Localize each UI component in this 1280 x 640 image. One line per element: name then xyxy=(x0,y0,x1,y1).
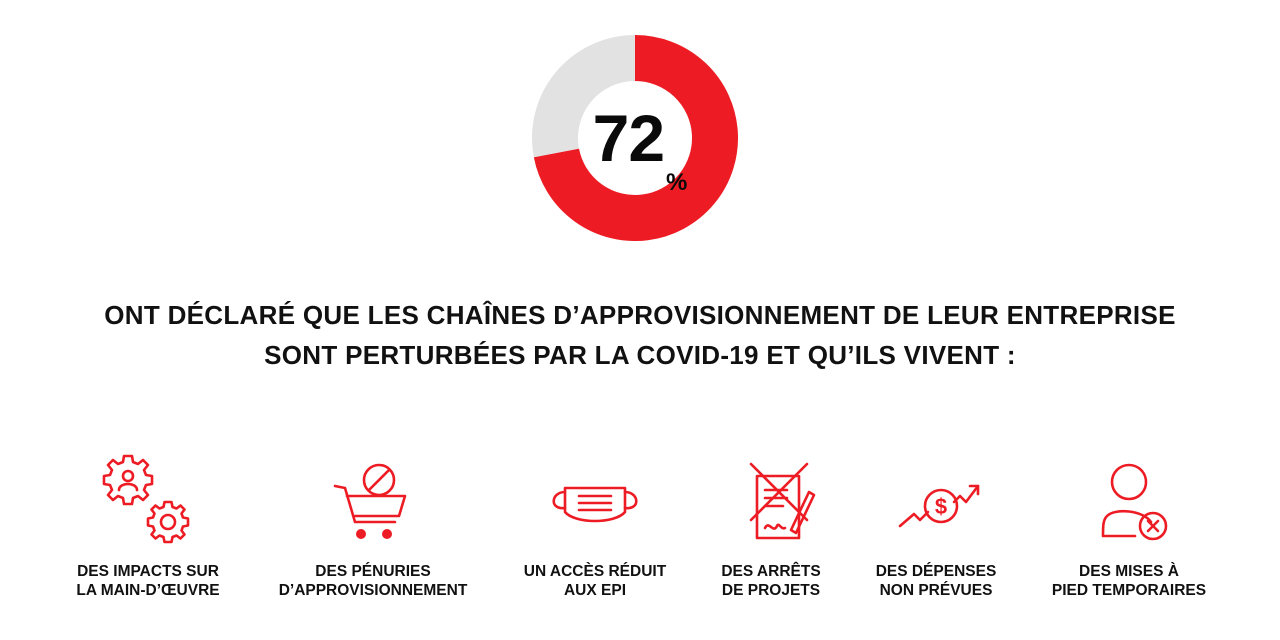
impact-label: DES IMPACTS SUR LA MAIN-D’ŒUVRE xyxy=(43,562,253,600)
donut-center-label: 72 % xyxy=(532,35,738,241)
impact-label-line-2: AUX EPI xyxy=(563,582,626,599)
impact-label: UN ACCÈS RÉDUIT AUX EPI xyxy=(490,562,700,600)
impact-label-line-2: NON PRÉVUES xyxy=(879,582,993,599)
impact-label-line-1: DES ARRÊTS xyxy=(721,563,821,580)
impact-label-line-2: PIED TEMPORAIRES xyxy=(1051,582,1207,599)
headline-line-1: ONT DÉCLARÉ QUE LES CHAÎNES D’APPROVISIO… xyxy=(104,300,1176,330)
dollar-glyph: $ xyxy=(935,494,947,519)
donut-chart: 72 % xyxy=(532,35,738,241)
impact-label-line-2: DE PROJETS xyxy=(721,582,821,599)
impact-shortages: DES PÉNURIES D’APPROVISIONNEMENT xyxy=(268,450,478,600)
impact-label-line-1: DES PÉNURIES xyxy=(315,563,431,580)
impact-layoffs: DES MISES À PIED TEMPORAIRES xyxy=(1024,450,1234,600)
impact-workforce: DES IMPACTS SUR LA MAIN-D’ŒUVRE xyxy=(43,450,253,600)
impact-label-line-2: LA MAIN-D’ŒUVRE xyxy=(76,582,220,599)
impact-label: DES PÉNURIES D’APPROVISIONNEMENT xyxy=(268,562,478,600)
crossed-contract-icon xyxy=(749,462,816,540)
gears-person-icon xyxy=(102,454,190,544)
impact-label: DES ARRÊTS DE PROJETS xyxy=(666,562,876,600)
donut-svg xyxy=(532,35,738,241)
impact-label: DES DÉPENSES NON PRÉVUES xyxy=(831,562,1041,600)
face-mask-icon xyxy=(552,486,638,523)
headline-line-2: SONT PERTURBÉES PAR LA COVID-19 ET QU’IL… xyxy=(264,340,1016,370)
donut-slice-remainder xyxy=(532,35,636,158)
rising-cost-icon: $ xyxy=(898,484,980,528)
impact-ppe: UN ACCÈS RÉDUIT AUX EPI xyxy=(490,450,700,600)
person-removed-icon xyxy=(1101,463,1168,541)
impact-label-line-1: DES DÉPENSES xyxy=(875,563,997,580)
impact-label-line-1: UN ACCÈS RÉDUIT xyxy=(523,563,667,580)
donut-value: 72 xyxy=(592,101,665,175)
donut-slice-highlight xyxy=(533,35,738,241)
donut-unit: % xyxy=(666,169,688,196)
impact-expenses: $ DES DÉPENSES NON PRÉVUES xyxy=(831,450,1041,600)
impact-label-line-1: DES IMPACTS SUR xyxy=(77,563,219,580)
impact-label-line-1: DES MISES À xyxy=(1079,563,1179,580)
cart-blocked-icon xyxy=(333,463,407,539)
impact-label: DES MISES À PIED TEMPORAIRES xyxy=(1024,562,1234,600)
impact-label-line-2: D’APPROVISIONNEMENT xyxy=(278,582,468,599)
impact-project-stops: DES ARRÊTS DE PROJETS xyxy=(666,450,876,600)
headline: ONT DÉCLARÉ QUE LES CHAÎNES D’APPROVISIO… xyxy=(40,295,1240,375)
